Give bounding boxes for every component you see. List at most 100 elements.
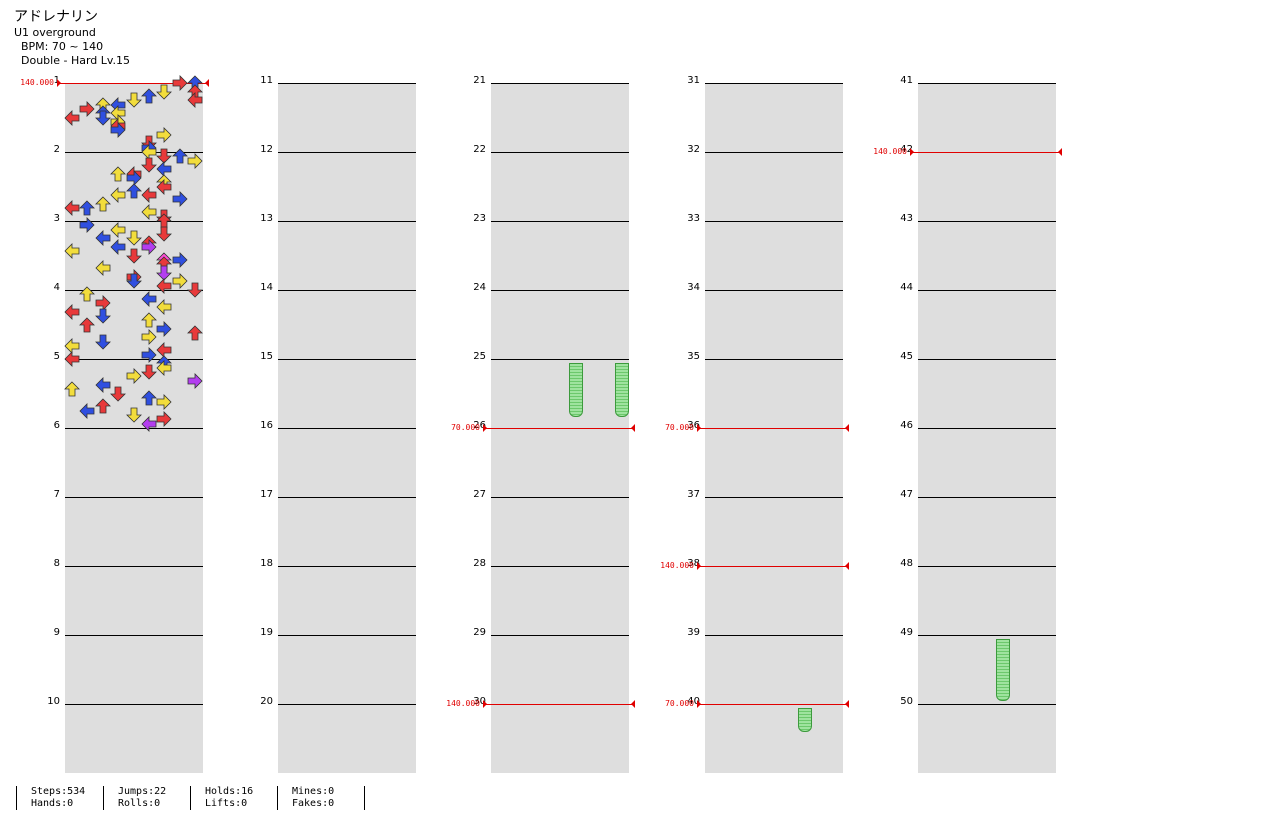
beat-band — [65, 445, 203, 463]
beat-band — [65, 428, 203, 446]
bpm-change-label: 140.000 — [873, 147, 907, 156]
beat-band — [918, 238, 1056, 256]
beat-band — [491, 307, 629, 325]
beat-band — [705, 376, 843, 394]
song-title: アドレナリン — [14, 9, 98, 25]
beat-band — [278, 342, 416, 360]
chart-header: アドレナリン U1 overground BPM: 70 ~ 140 Doubl… — [14, 8, 130, 68]
beat-band — [491, 256, 629, 273]
beat-band — [705, 549, 843, 567]
beat-band — [491, 497, 629, 515]
beat-band — [918, 739, 1056, 756]
beat-band — [705, 342, 843, 360]
difficulty-label: Double - Hard Lv.15 — [21, 54, 131, 67]
beat-band — [705, 359, 843, 377]
beat-band — [705, 566, 843, 584]
beat-band — [278, 394, 416, 411]
beat-band — [705, 325, 843, 342]
beat-band — [278, 221, 416, 239]
measure-number: 3 — [53, 213, 60, 224]
hold-body — [569, 363, 583, 417]
bpm-change-line — [484, 704, 634, 705]
step-arrow-right — [156, 126, 172, 143]
beat-band — [278, 463, 416, 480]
measure-number: 41 — [900, 75, 913, 86]
beat-band — [491, 601, 629, 618]
beat-band — [918, 204, 1056, 222]
beat-band — [705, 100, 843, 118]
beat-band — [705, 411, 843, 429]
beat-band — [491, 342, 629, 360]
beat-band — [65, 566, 203, 584]
beat-band — [705, 290, 843, 308]
stat-group: Holds:16 Lifts:0 — [190, 786, 277, 810]
step-arrow-down — [156, 226, 173, 242]
stats-bar: Steps:534 Hands:0 Jumps:22 Rolls:0 Holds… — [16, 786, 365, 810]
measure-number: 13 — [260, 213, 273, 224]
beat-band — [278, 652, 416, 670]
beat-band — [278, 359, 416, 377]
beat-band — [278, 739, 416, 756]
measure-number: 4 — [53, 282, 60, 293]
bpm-marker-right — [631, 700, 635, 708]
measure-number: 10 — [47, 696, 60, 707]
step-arrow-right — [172, 251, 188, 268]
beat-band — [918, 618, 1056, 636]
step-arrow-down — [125, 248, 142, 264]
bpm-range: BPM: 70 ~ 140 — [21, 40, 104, 53]
step-arrow-down — [156, 84, 173, 100]
step-arrow-up — [64, 381, 80, 397]
bpm-change-line — [698, 704, 848, 705]
bpm-marker-left — [910, 148, 914, 156]
measure-number: 18 — [260, 558, 273, 569]
measure-number: 15 — [260, 351, 273, 362]
measure-number: 29 — [473, 627, 486, 638]
beat-band — [918, 118, 1056, 135]
beat-band — [918, 394, 1056, 411]
measure-number: 47 — [900, 489, 913, 500]
beat-band — [491, 238, 629, 256]
beat-band — [705, 256, 843, 273]
bpm-change-label: 70.000 — [665, 699, 694, 708]
step-arrow-down — [141, 157, 157, 173]
beat-band — [918, 187, 1056, 204]
beat-band — [918, 135, 1056, 153]
beat-band — [918, 83, 1056, 101]
step-arrow-right — [141, 329, 157, 346]
measure-number: 8 — [53, 558, 60, 569]
beat-band — [705, 135, 843, 153]
beat-band — [278, 238, 416, 256]
step-arrow-up — [79, 286, 96, 302]
beat-band — [918, 221, 1056, 239]
step-arrow-left — [64, 303, 80, 320]
beat-band — [705, 739, 843, 756]
step-arrow-down — [125, 407, 142, 423]
step-arrow-up — [125, 183, 142, 199]
beat-band — [705, 583, 843, 601]
beat-band — [65, 83, 203, 101]
beat-band — [705, 514, 843, 532]
step-arrow-left — [64, 351, 80, 367]
step-arrow-left — [110, 221, 126, 238]
beat-band — [705, 721, 843, 739]
step-arrow-down — [94, 334, 111, 350]
beat-band — [65, 756, 203, 774]
beat-band — [65, 670, 203, 687]
beat-band — [705, 635, 843, 653]
beat-band — [65, 118, 203, 135]
beat-band — [491, 290, 629, 308]
beat-band — [705, 652, 843, 670]
beat-band — [705, 238, 843, 256]
step-arrow-left — [156, 359, 172, 376]
beat-band — [918, 290, 1056, 308]
step-arrow-down — [125, 230, 142, 246]
beat-band — [918, 514, 1056, 532]
measure-number: 45 — [900, 351, 913, 362]
measure-number: 24 — [473, 282, 486, 293]
bpm-marker-left — [697, 562, 701, 570]
measure-number: 36 — [687, 420, 700, 431]
hold-body — [996, 639, 1010, 701]
beat-band — [65, 601, 203, 618]
step-arrow-up — [141, 312, 157, 328]
measure-number: 20 — [260, 696, 273, 707]
